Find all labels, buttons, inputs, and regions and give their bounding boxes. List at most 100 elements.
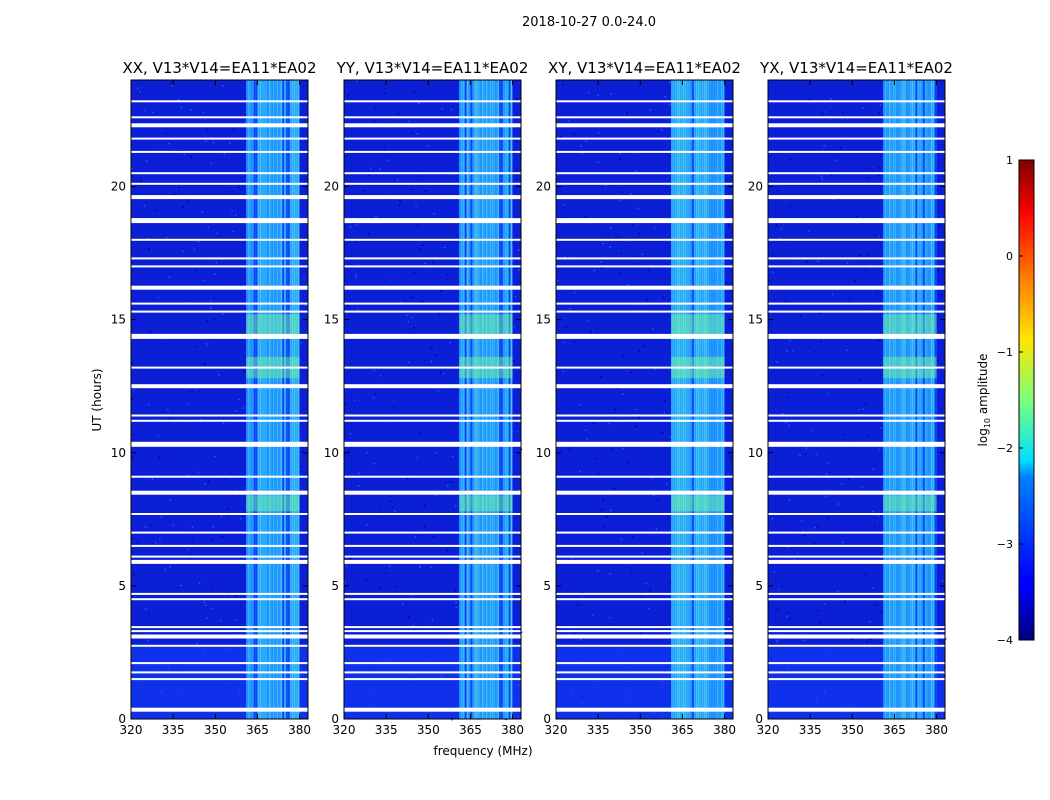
flagged-row	[344, 285, 521, 290]
x-tick-label: 365	[671, 723, 694, 737]
y-tick-label: 20	[748, 180, 763, 194]
x-tick-label: 335	[587, 723, 610, 737]
flagged-row	[344, 634, 521, 639]
flagged-row	[344, 116, 521, 119]
x-tick-label: 380	[288, 723, 311, 737]
flagged-row	[131, 544, 308, 547]
flagged-row	[556, 544, 733, 547]
flagged-row	[131, 302, 308, 305]
y-tick-label: 0	[118, 712, 126, 726]
flagged-row	[131, 626, 308, 629]
flagged-row	[768, 634, 945, 639]
flagged-row	[556, 285, 733, 290]
flagged-row	[556, 257, 733, 260]
flagged-row	[344, 644, 521, 647]
flagged-row	[556, 707, 733, 712]
y-tick-label: 5	[331, 579, 339, 593]
panel-frame	[130, 79, 309, 720]
flagged-row	[768, 238, 945, 241]
colorbar-gradient	[1018, 159, 1035, 641]
flagged-row	[768, 475, 945, 478]
panel-frame	[767, 79, 946, 720]
colorbar-label-main: log	[976, 428, 990, 446]
flagged-row	[131, 123, 308, 128]
panel-title: XX, V13*V14=EA11*EA02	[122, 59, 316, 77]
flagged-row	[344, 265, 521, 268]
flagged-row	[344, 531, 521, 534]
y-tick-label: 5	[755, 579, 763, 593]
flagged-row	[768, 662, 945, 665]
flagged-row	[556, 671, 733, 674]
flagged-row	[344, 707, 521, 712]
colorbar-tick-label: 1	[1006, 154, 1013, 167]
flagged-row	[556, 559, 733, 564]
flagged-rows	[556, 100, 733, 712]
flagged-row	[131, 257, 308, 260]
flagged-row	[556, 302, 733, 305]
flagged-row	[556, 310, 733, 313]
colorbar-tick-label: −3	[997, 538, 1013, 551]
colorbar-label-sub: 10	[983, 418, 992, 428]
flagged-row	[344, 662, 521, 665]
flagged-row	[131, 414, 308, 417]
flagged-row	[344, 592, 521, 595]
flagged-row	[556, 366, 733, 369]
flagged-row	[556, 116, 733, 119]
x-tick-label: 350	[417, 723, 440, 737]
flagged-row	[768, 218, 945, 224]
flagged-row	[768, 419, 945, 422]
flagged-row	[768, 265, 945, 268]
colorbar-tick-label: 0	[1006, 250, 1013, 263]
flagged-row	[344, 333, 521, 339]
flagged-row	[768, 490, 945, 495]
panel-1: XX, V13*V14=EA11*EA02 320 335 350 365 380 0 5 10…	[111, 59, 317, 737]
flagged-row	[556, 441, 733, 447]
colorbar-label-rest: amplitude	[976, 354, 990, 418]
flagged-row	[556, 475, 733, 478]
flagged-row	[131, 310, 308, 313]
y-tick-label: 20	[324, 180, 339, 194]
flagged-row	[556, 678, 733, 681]
panel-4: YX, V13*V14=EA11*EA02 320 335 350 365 380 0 5 10…	[748, 59, 953, 737]
flagged-row	[131, 592, 308, 595]
flagged-row	[344, 310, 521, 313]
x-tick-label: 365	[459, 723, 482, 737]
flagged-row	[131, 419, 308, 422]
flagged-row	[768, 707, 945, 712]
x-tick-label: 320	[545, 723, 568, 737]
flagged-row	[768, 384, 945, 389]
flagged-row	[556, 598, 733, 601]
x-tick-label: 320	[333, 723, 356, 737]
flagged-row	[556, 265, 733, 268]
flagged-row	[344, 630, 521, 633]
x-tick-label: 335	[799, 723, 822, 737]
panel-3: XY, V13*V14=EA11*EA02 320 335 350 365 380 0 5 10…	[536, 59, 741, 737]
flagged-row	[768, 116, 945, 119]
y-tick-label: 15	[111, 313, 126, 327]
flagged-row	[556, 123, 733, 128]
flagged-row	[556, 531, 733, 534]
y-tick-label: 20	[536, 180, 551, 194]
flagged-row	[131, 662, 308, 665]
flagged-row	[768, 137, 945, 140]
flagged-row	[131, 100, 308, 103]
flagged-row	[344, 123, 521, 128]
flagged-row	[131, 598, 308, 601]
flagged-row	[556, 592, 733, 595]
flagged-row	[556, 662, 733, 665]
flagged-row	[344, 419, 521, 422]
y-tick-label: 0	[331, 712, 339, 726]
flagged-row	[131, 630, 308, 633]
flagged-row	[344, 555, 521, 558]
colorbar-tick-label: −1	[997, 346, 1013, 359]
x-tick-label: 350	[841, 723, 864, 737]
flagged-row	[131, 150, 308, 153]
y-tick-label: 10	[324, 446, 339, 460]
flagged-row	[768, 592, 945, 595]
flagged-row	[556, 195, 733, 200]
flagged-row	[556, 182, 733, 185]
flagged-row	[344, 238, 521, 241]
flagged-row	[344, 172, 521, 175]
y-tick-label: 5	[543, 579, 551, 593]
